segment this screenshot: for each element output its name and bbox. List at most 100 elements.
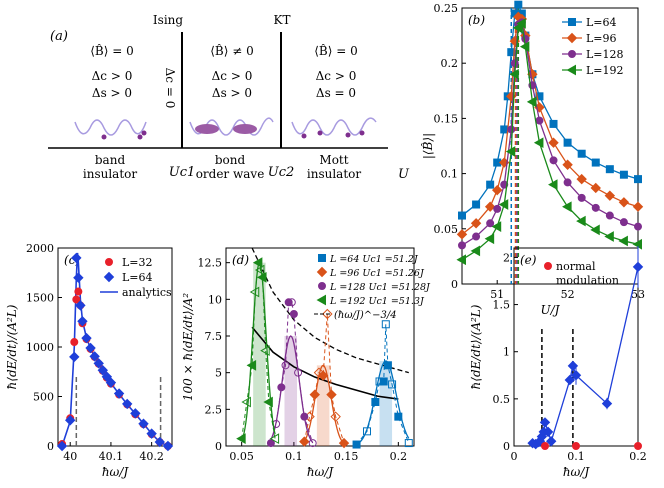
phase3-order: ⟨B̂⟩ = 0: [314, 43, 358, 58]
legend-entry: modulation: [556, 274, 619, 287]
y-axis-label: |⟨B̂⟩|: [420, 133, 435, 159]
x-tick-label: 0.1: [567, 450, 585, 463]
highlight-band: [253, 262, 266, 446]
data-point: [154, 436, 165, 448]
data-point: [493, 204, 502, 213]
data-point: [379, 377, 388, 386]
x-tick-label: 0.2: [629, 450, 647, 463]
data-point: [591, 158, 600, 167]
data-point: [542, 426, 554, 438]
data-point: [300, 412, 309, 421]
data-point: [69, 351, 80, 363]
data-point: [619, 218, 628, 227]
panel-c-chart: 40 40.1 40.2 0 500 1000 1500 2000 ħω/J ħ⟨dE/dt⟩/(…: [5, 242, 174, 479]
y-tick-label: 5: [215, 367, 222, 380]
legend-entry: L=96: [586, 32, 617, 45]
y-axis-label: ħ⟨dE/dt⟩/(A²L): [469, 304, 483, 389]
legend-marker: [544, 262, 552, 270]
data-point: [564, 374, 576, 386]
data-point: [122, 398, 133, 410]
y-tick-label: 0.25: [434, 2, 459, 15]
data-point: [93, 358, 104, 369]
u-axis-label: U: [398, 167, 410, 182]
phase2-name2: order wave: [196, 167, 265, 181]
series-line: [532, 266, 639, 445]
data-point: [260, 345, 270, 357]
legend-entry: L =128 Uc1 =51.28J: [329, 282, 431, 293]
legend-entry: normal: [556, 260, 596, 273]
x-tick-label: 51: [490, 288, 504, 301]
legend-marker: [103, 271, 115, 283]
data-point: [498, 199, 509, 210]
delta-c-zero-label: Δc = 0: [163, 68, 177, 109]
data-point: [257, 271, 267, 283]
x-tick-label: 0.05: [229, 450, 254, 463]
data-point: [352, 440, 361, 449]
data-point: [507, 125, 516, 134]
phase1-potential: [74, 119, 147, 136]
kt-label: KT: [274, 13, 291, 27]
data-point: [562, 159, 573, 170]
data-point: [634, 222, 642, 231]
x-tick-label: 0.2: [390, 450, 408, 463]
power-law-curve: [251, 326, 399, 400]
data-point: [604, 231, 614, 242]
x-tick-label: 40: [63, 450, 77, 463]
legend-entry: L=64: [586, 16, 617, 29]
y-tick-label: 0.15: [434, 112, 459, 125]
phase2-name1: bond: [215, 153, 246, 167]
phase3-name2: insulator: [307, 167, 361, 181]
data-point: [326, 389, 337, 400]
phase3-dc: Δc > 0: [316, 69, 357, 83]
data-point: [509, 68, 519, 80]
data-point: [470, 218, 482, 229]
data-point: [521, 34, 530, 43]
panel-a: (a) Ising KT U Uc1 Uc2 Δc = 0 ⟨B̂⟩ = 0 Δ…: [48, 13, 410, 182]
data-point: [404, 439, 413, 448]
legend-marker: [566, 32, 578, 44]
data-point: [241, 396, 251, 408]
phase3-potential: [291, 117, 377, 136]
y-tick-label: 0: [47, 440, 54, 453]
data-point: [539, 417, 551, 428]
data-point: [263, 396, 273, 408]
phase1-ds: Δs > 0: [92, 86, 132, 100]
data-point: [591, 203, 600, 212]
phase2-dc: Δc > 0: [212, 69, 253, 83]
phase1-name2: insulator: [83, 167, 137, 181]
data-point: [458, 241, 466, 250]
data-point: [491, 221, 502, 232]
phase3-particle: [317, 130, 323, 136]
data-point: [269, 433, 280, 445]
legend-marker: [568, 50, 576, 58]
x-tick-label: 0.1: [285, 450, 303, 463]
data-point: [563, 138, 572, 147]
data-point: [577, 193, 586, 202]
data-point: [72, 295, 81, 304]
y-tick-label: 0: [215, 440, 222, 453]
phase1-particle: [137, 134, 143, 140]
data-point: [73, 272, 84, 283]
data-point: [484, 201, 496, 212]
x-axis-label: ħω/J: [102, 465, 130, 479]
data-point: [516, 18, 526, 29]
data-point: [605, 165, 614, 174]
y-tick-label: 0.2: [441, 57, 459, 70]
y-tick-label: 2000: [26, 242, 54, 255]
legend-marker: [566, 64, 576, 76]
data-point: [287, 298, 296, 307]
y-tick-label: 0.1: [441, 168, 459, 181]
highlight-band: [379, 360, 393, 446]
data-point: [277, 383, 286, 392]
data-point: [618, 197, 630, 208]
data-point: [371, 398, 380, 406]
x-axis-label: U/J: [541, 303, 561, 317]
x-tick-label: 0: [511, 450, 518, 463]
legend-entry: L =96 Uc1 =51.26J: [329, 268, 425, 279]
phase2-bond: [195, 124, 219, 134]
data-point: [535, 92, 544, 101]
data-point: [567, 360, 579, 372]
data-point: [486, 219, 495, 228]
data-point: [313, 367, 325, 378]
data-point: [458, 211, 466, 220]
